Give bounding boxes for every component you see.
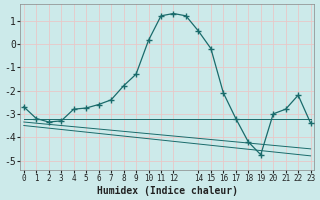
- X-axis label: Humidex (Indice chaleur): Humidex (Indice chaleur): [97, 186, 238, 196]
